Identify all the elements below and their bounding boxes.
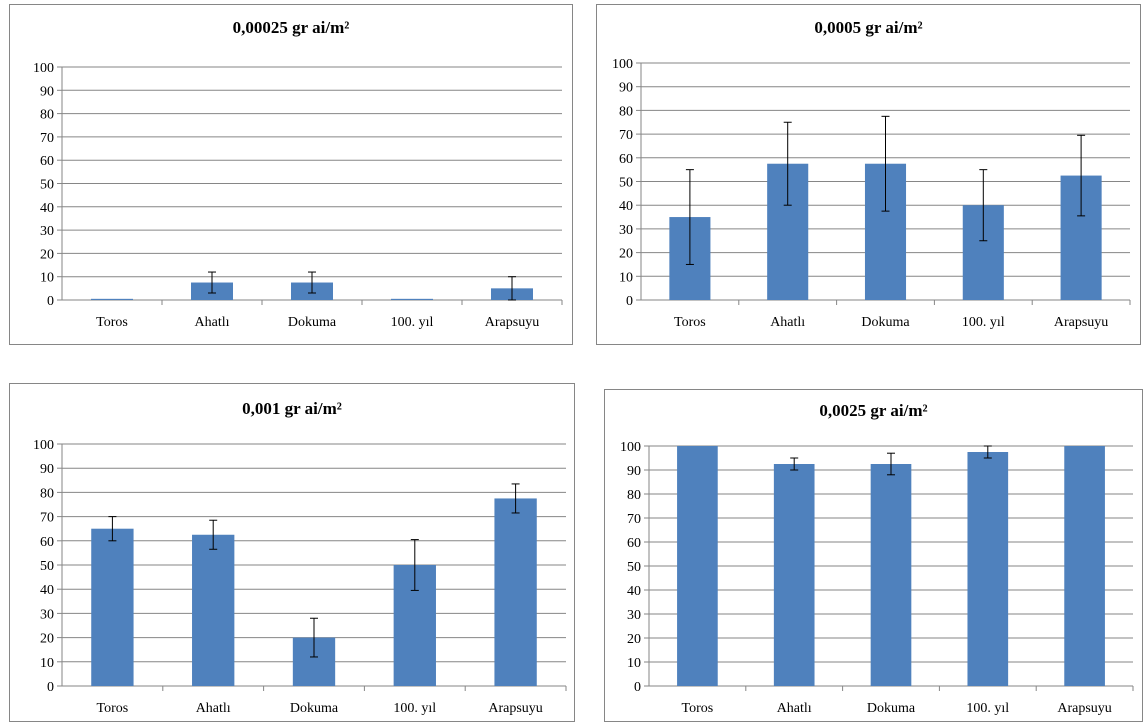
y-tick-label: 10 [627, 656, 641, 671]
chart-panel-4: 0,0025 gr ai/m² 0 10 20 30 40 50 60 70 80 90 100 Tor… [604, 389, 1143, 722]
y-tick-label: 0 [47, 680, 54, 695]
x-category-label: Dokuma [867, 701, 916, 716]
chart-title: 0,0005 gr ai/m² [814, 18, 922, 37]
x-category-label: 100. yıl [966, 701, 1009, 716]
chart-panel-3: 0,001 gr ai/m² 0 10 20 30 40 50 60 70 80 90 100 Toro… [9, 383, 575, 722]
y-tick-label: 90 [619, 81, 633, 96]
y-tick-label: 40 [40, 201, 54, 216]
y-tick-label: 100 [33, 438, 54, 453]
chart-svg-2: 0,0005 gr ai/m² 0 10 20 30 40 50 60 70 80 90 100 Tor… [612, 18, 1131, 330]
x-category-label: 100. yıl [962, 315, 1005, 330]
x-category-label: Arapsuyu [488, 701, 542, 716]
y-tick-label: 30 [40, 607, 54, 622]
y-tick-label: 60 [40, 154, 54, 169]
chart-title: 0,001 gr ai/m² [242, 399, 342, 418]
y-tick-label: 50 [627, 560, 641, 575]
x-category-label: 100. yıl [391, 315, 434, 330]
x-category-label: Ahatlı [777, 701, 812, 716]
y-tick-label: 60 [619, 152, 633, 167]
bar-4 [967, 452, 1009, 686]
chart-svg-1: 0,00025 gr ai/m² 0 10 20 30 40 50 60 70 80 90 100 To… [33, 18, 563, 330]
y-tick-label: 50 [40, 178, 54, 193]
y-tick-label: 100 [620, 440, 641, 455]
x-category-label: Toros [96, 315, 128, 330]
y-tick-label: 20 [627, 632, 641, 647]
y-tick-label: 0 [634, 680, 641, 695]
chart-svg-3: 0,001 gr ai/m² 0 10 20 30 40 50 60 70 80 90 100 Toro… [33, 399, 567, 716]
y-tick-label: 70 [627, 512, 641, 527]
bar-4 [391, 298, 433, 300]
y-tick-label: 10 [40, 271, 54, 286]
x-category-label: Toros [674, 315, 706, 330]
y-tick-label: 10 [40, 656, 54, 671]
chart-title: 0,00025 gr ai/m² [233, 18, 350, 37]
x-category-label: Dokuma [861, 315, 910, 330]
y-tick-label: 100 [33, 61, 54, 76]
y-tick-label: 30 [40, 224, 54, 239]
y-tick-label: 20 [40, 632, 54, 647]
y-tick-label: 0 [47, 294, 54, 309]
chart-panel-2: 0,0005 gr ai/m² 0 10 20 30 40 50 60 70 80 90 100 Tor… [596, 4, 1141, 345]
y-tick-label: 40 [627, 584, 641, 599]
y-tick-label: 40 [40, 583, 54, 598]
x-category-label: 100. yıl [393, 701, 436, 716]
y-tick-label: 50 [40, 559, 54, 574]
x-category-label: Dokuma [288, 315, 337, 330]
bar-3 [870, 464, 912, 686]
y-tick-label: 20 [40, 247, 54, 262]
y-tick-label: 10 [619, 270, 633, 285]
x-category-label: Toros [97, 701, 129, 716]
y-tick-label: 80 [40, 108, 54, 123]
y-tick-label: 50 [619, 176, 633, 191]
y-tick-label: 70 [40, 131, 54, 146]
y-tick-label: 30 [619, 223, 633, 238]
y-tick-label: 60 [627, 536, 641, 551]
y-tick-label: 30 [627, 608, 641, 623]
x-category-label: Ahatlı [196, 701, 231, 716]
bar-1 [91, 528, 134, 686]
bar-1 [91, 298, 133, 300]
y-tick-label: 90 [40, 84, 54, 99]
chart-title: 0,0025 gr ai/m² [819, 401, 927, 420]
y-tick-label: 90 [40, 462, 54, 477]
x-category-label: Arapsuyu [1054, 315, 1108, 330]
y-tick-label: 70 [40, 511, 54, 526]
bar-2 [192, 534, 235, 686]
x-category-label: Dokuma [290, 701, 339, 716]
x-category-label: Ahatlı [770, 315, 805, 330]
chart-panel-1: 0,00025 gr ai/m² 0 10 20 30 40 50 60 70 80 90 100 To… [9, 4, 573, 345]
y-tick-label: 20 [619, 247, 633, 262]
x-category-label: Ahatlı [195, 315, 230, 330]
y-tick-label: 40 [619, 199, 633, 214]
x-category-label: Arapsuyu [1057, 701, 1111, 716]
y-tick-label: 80 [619, 104, 633, 119]
bar-1 [677, 446, 718, 686]
bar-5 [494, 498, 537, 686]
y-tick-label: 0 [626, 294, 633, 309]
bar-5 [1064, 446, 1105, 686]
y-tick-label: 100 [612, 57, 633, 72]
chart-svg-4: 0,0025 gr ai/m² 0 10 20 30 40 50 60 70 80 90 100 Tor… [620, 401, 1134, 716]
bar-2 [773, 464, 815, 686]
y-tick-label: 70 [619, 128, 633, 143]
x-category-label: Arapsuyu [485, 315, 539, 330]
y-tick-label: 80 [40, 486, 54, 501]
x-category-label: Toros [682, 701, 714, 716]
y-tick-label: 90 [627, 464, 641, 479]
y-tick-label: 80 [627, 488, 641, 503]
y-tick-label: 60 [40, 535, 54, 550]
